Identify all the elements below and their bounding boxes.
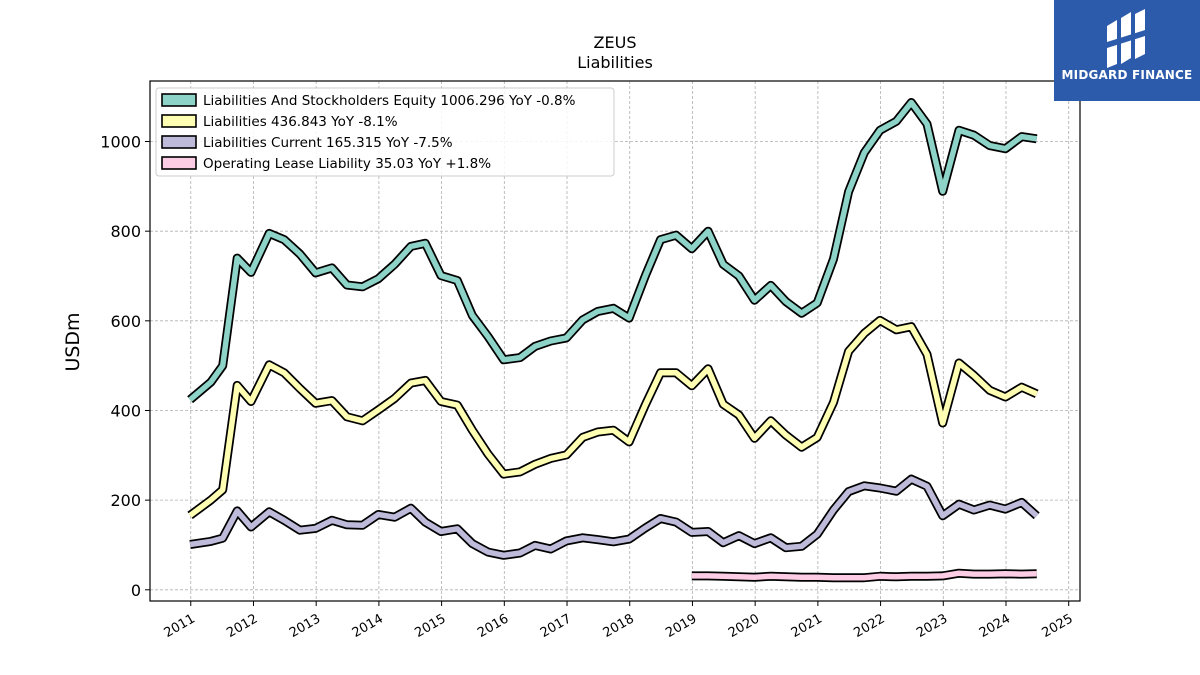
x-tick-label: 2024: [977, 611, 1013, 641]
legend-swatch-liabilities: [161, 114, 197, 128]
legend-swatch-operating-lease: [161, 156, 197, 170]
legend-swatch-liabilities-current: [161, 135, 197, 149]
y-tick-label: 800: [110, 222, 141, 241]
y-axis: 0 200 400 600 800 1000: [100, 133, 150, 600]
x-tick-label: 2021: [789, 611, 825, 641]
legend: Liabilities And Stockholders Equity 1006…: [155, 87, 615, 177]
y-tick-label: 200: [110, 491, 141, 510]
legend-box: [155, 87, 615, 177]
x-tick-label: 2018: [601, 611, 637, 641]
chart-subtitle: Liabilities: [577, 53, 653, 72]
x-tick-label: 2016: [475, 611, 511, 641]
legend-swatch-equity: [161, 93, 197, 107]
series-line-operating-lease-liability: [691, 570, 1037, 581]
x-axis: 2011 2012 2013 2014 2015 2016 2017 2018 2019 2020…: [162, 601, 1076, 641]
series-line-liabilities-current: [189, 476, 1039, 559]
legend-label-liabilities: Liabilities 436.843 YoY -8.1%: [203, 114, 398, 130]
legend-label-liabilities-current: Liabilities Current 165.315 YoY -7.5%: [203, 135, 453, 151]
y-tick-label: 400: [110, 401, 141, 420]
midgard-logo-icon: [1107, 9, 1145, 68]
legend-label-equity: Liabilities And Stockholders Equity 1006…: [203, 93, 576, 109]
y-tick-label: 1000: [100, 133, 141, 152]
x-tick-label: 2023: [914, 611, 950, 641]
x-tick-label: 2014: [350, 611, 386, 641]
chart-title: ZEUS: [594, 33, 637, 52]
y-tick-label: 0: [131, 581, 141, 600]
x-tick-label: 2012: [224, 611, 260, 641]
x-tick-label: 2020: [726, 611, 762, 641]
x-tick-label: 2017: [538, 611, 574, 641]
series-line-liabilities-and-stockholders-equity: [188, 99, 1038, 402]
series-layer: [187, 98, 1040, 583]
series-line-liabilities: [188, 317, 1038, 518]
x-tick-label: 2025: [1040, 611, 1076, 641]
x-tick-label: 2015: [412, 611, 448, 641]
y-tick-label: 600: [110, 312, 141, 331]
x-tick-label: 2019: [663, 611, 699, 641]
x-tick-label: 2011: [162, 611, 198, 641]
y-axis-label: USDm: [62, 312, 84, 371]
x-tick-label: 2013: [287, 611, 323, 641]
brand-name: MIDGARD FINANCE: [1061, 68, 1193, 82]
plot-frame: [149, 80, 1081, 602]
x-tick-label: 2022: [851, 611, 887, 641]
legend-label-operating-lease: Operating Lease Liability 35.03 YoY +1.8…: [203, 156, 491, 172]
